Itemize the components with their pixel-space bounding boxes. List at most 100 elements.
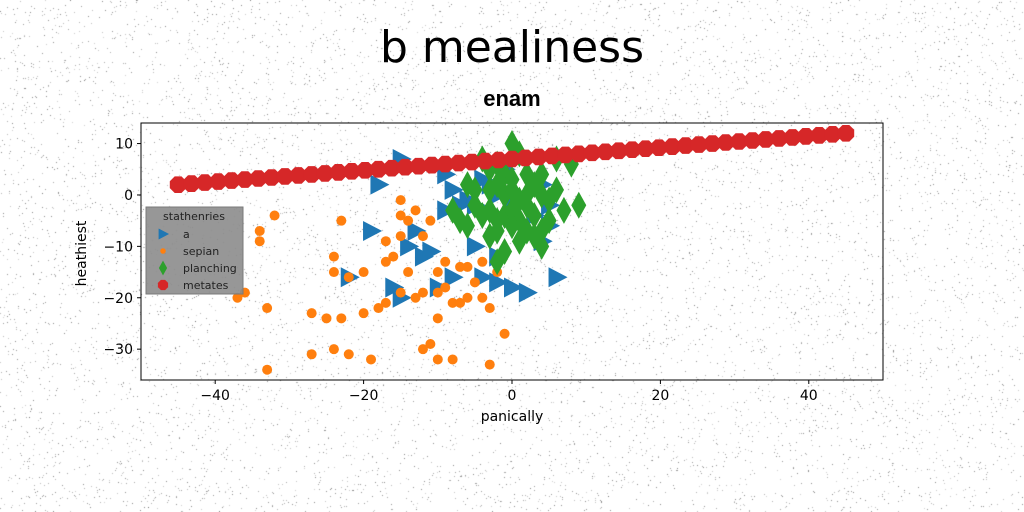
data-point-metates — [797, 128, 815, 145]
data-point-metates — [477, 152, 494, 170]
data-point-a — [363, 220, 383, 241]
data-point-metates — [623, 141, 641, 158]
data-point-metates — [410, 157, 427, 175]
data-point-sepian — [380, 256, 391, 267]
data-point-sepian — [366, 354, 377, 365]
data-point-metates — [784, 129, 801, 146]
data-point-sepian — [403, 215, 414, 226]
data-point-sepian — [462, 261, 473, 272]
data-point-sepian — [440, 282, 451, 293]
data-point-metates — [543, 147, 561, 165]
legend: stathenries a sepian planching metates — [145, 206, 244, 295]
data-point-sepian — [469, 277, 480, 288]
legend-label-a: a — [183, 228, 190, 241]
data-point-metates — [263, 169, 280, 186]
data-point-sepian — [432, 313, 443, 324]
y-tick-label: −30 — [103, 342, 133, 358]
data-point-sepian — [328, 344, 339, 355]
data-point-sepian — [499, 328, 510, 339]
data-point-sepian — [417, 287, 428, 298]
data-point-planching — [571, 191, 587, 219]
data-point-planching — [489, 248, 505, 276]
data-point-sepian — [455, 261, 466, 272]
data-point-metates — [744, 132, 761, 149]
data-point-sepian — [432, 267, 443, 278]
data-point-a — [518, 282, 538, 303]
data-point-sepian — [262, 303, 273, 314]
y-tick-label: −10 — [103, 239, 133, 255]
y-tick-label: 0 — [124, 188, 133, 204]
data-point-sepian — [477, 256, 488, 267]
data-point-sepian — [380, 297, 391, 308]
figure-suptitle: b mealiness — [379, 22, 645, 73]
data-point-metates — [223, 172, 240, 189]
data-point-a — [370, 174, 390, 195]
data-point-sepian — [336, 313, 347, 324]
data-point-sepian — [254, 225, 265, 236]
data-point-planching — [534, 232, 550, 260]
data-point-metates — [637, 140, 654, 157]
data-point-sepian — [395, 210, 406, 221]
data-point-metates — [436, 155, 454, 173]
data-point-metates — [810, 127, 828, 144]
data-point-planching — [556, 196, 572, 224]
series-metates — [169, 125, 855, 193]
data-point-sepian — [425, 215, 436, 226]
legend-label-metates: metates — [183, 279, 229, 292]
x-axis-label: panically — [481, 409, 544, 425]
data-point-metates — [236, 171, 254, 188]
legend-title: stathenries — [163, 210, 225, 223]
data-point-sepian — [395, 195, 406, 206]
data-point-metates — [824, 126, 841, 143]
data-point-sepian — [269, 210, 280, 221]
data-point-metates — [610, 142, 628, 160]
data-point-metates — [303, 166, 320, 183]
data-point-sepian — [395, 287, 406, 298]
data-point-sepian — [484, 303, 495, 314]
data-point-metates — [664, 138, 681, 155]
data-point-metates — [837, 125, 855, 142]
data-point-metates — [730, 133, 748, 150]
data-point-planching — [511, 227, 527, 255]
data-point-metates — [450, 154, 467, 172]
data-point-sepian — [336, 215, 347, 226]
data-point-sepian — [343, 272, 354, 283]
data-point-a — [422, 241, 442, 262]
data-point-metates — [290, 167, 307, 184]
data-point-sepian — [373, 303, 384, 314]
data-point-metates — [396, 158, 414, 176]
data-point-metates — [463, 153, 481, 171]
data-point-sepian — [262, 364, 273, 375]
data-point-a — [504, 277, 523, 298]
data-point-metates — [276, 168, 294, 185]
data-point-sepian — [328, 267, 339, 278]
data-point-metates — [169, 176, 187, 193]
data-point-sepian — [395, 231, 406, 242]
data-point-sepian — [306, 349, 317, 360]
data-point-sepian — [388, 251, 399, 262]
data-point-sepian — [447, 354, 458, 365]
data-point-metates — [196, 174, 214, 191]
legend-marker-a — [158, 228, 170, 240]
data-point-metates — [383, 159, 401, 177]
data-point-metates — [597, 143, 614, 161]
data-point-metates — [209, 173, 227, 190]
data-point-sepian — [403, 267, 414, 278]
data-point-a — [400, 236, 420, 257]
data-point-sepian — [432, 354, 443, 365]
data-point-metates — [570, 145, 588, 163]
data-point-sepian — [232, 292, 243, 303]
data-point-metates — [517, 149, 534, 167]
data-point-sepian — [254, 236, 265, 247]
data-point-planching — [504, 212, 520, 240]
chart-title: enam — [483, 86, 541, 111]
data-point-sepian — [417, 344, 428, 355]
data-point-sepian — [410, 292, 421, 303]
data-point-planching — [534, 217, 550, 245]
y-axis-label: heathiest — [74, 220, 90, 286]
data-point-sepian — [321, 313, 332, 324]
data-point-planching — [497, 181, 513, 209]
data-point-metates — [650, 139, 668, 156]
data-point-a — [489, 272, 509, 293]
data-point-sepian — [484, 359, 495, 370]
